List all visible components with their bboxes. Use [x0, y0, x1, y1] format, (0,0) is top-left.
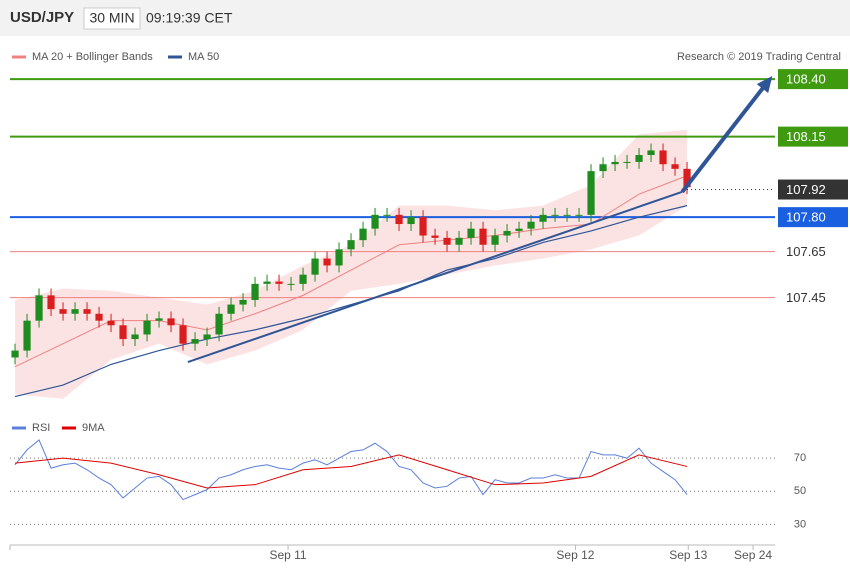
- candle-body: [347, 240, 355, 250]
- candle-body: [203, 334, 211, 340]
- candle-body: [335, 249, 343, 266]
- candle-body: [107, 320, 115, 326]
- candle-body: [23, 320, 31, 351]
- candle-body: [155, 318, 163, 321]
- candle-body: [239, 299, 247, 305]
- candle-body: [263, 281, 271, 284]
- candle-body: [167, 318, 175, 326]
- candle-body: [431, 235, 439, 238]
- candle-body: [527, 221, 535, 229]
- candle-body: [443, 237, 451, 245]
- candle-body: [59, 309, 67, 314]
- x-tick-label: Sep 11: [269, 548, 306, 562]
- candle-body: [395, 214, 403, 225]
- candle-body: [599, 164, 607, 172]
- trendline: [187, 190, 683, 364]
- candle-body: [11, 350, 19, 358]
- level-label: 107.92: [786, 182, 826, 197]
- candle-body: [611, 161, 619, 165]
- candle-body: [503, 230, 511, 236]
- candle-body: [287, 283, 295, 285]
- candle-body: [359, 228, 367, 241]
- interval-box: [83, 7, 141, 30]
- candle-body: [131, 334, 139, 340]
- candle-body: [467, 228, 475, 238]
- legend-label: MA 20 + Bollinger Bands: [32, 51, 153, 63]
- level-box: [778, 126, 848, 147]
- candle-body: [191, 339, 199, 344]
- candle-body: [659, 150, 667, 165]
- level-label: 107.65: [786, 244, 826, 259]
- symbol: USD/JPY: [10, 9, 74, 26]
- header-bar: [0, 0, 850, 36]
- forecast-arrow: [680, 77, 772, 194]
- legend-label: 9MA: [82, 422, 105, 434]
- level-box: [778, 179, 848, 200]
- candle-body: [95, 313, 103, 321]
- level-label: 107.80: [786, 210, 826, 225]
- level-box: [778, 69, 848, 90]
- candle-body: [275, 281, 283, 284]
- source: Research © 2019 Trading Central: [677, 51, 841, 63]
- candle-body: [179, 325, 187, 344]
- interval: 30 MIN: [89, 10, 134, 26]
- legend-label: MA 50: [188, 51, 219, 63]
- candle-body: [575, 214, 583, 216]
- candle-body: [383, 214, 391, 216]
- candle-body: [251, 283, 259, 300]
- candle-body: [83, 309, 91, 314]
- candle-body: [539, 214, 547, 222]
- candle-body: [419, 217, 427, 236]
- candle-body: [371, 214, 379, 229]
- bollinger-band: [15, 129, 688, 399]
- x-tick-label: Sep 13: [669, 548, 707, 562]
- arrow-head: [756, 75, 773, 94]
- ma50-line: [14, 205, 688, 398]
- y-tick-label: 30: [794, 518, 806, 530]
- candle-body: [299, 274, 307, 284]
- candle-body: [227, 304, 235, 314]
- candle-body: [479, 228, 487, 245]
- candle-body: [587, 171, 595, 215]
- candle-body: [647, 150, 655, 156]
- candle-body: [47, 295, 55, 310]
- candle-body: [683, 168, 691, 188]
- x-tick-label: Sep 12: [556, 548, 594, 562]
- time: 09:19:39 CET: [146, 10, 233, 26]
- level-box: [778, 207, 848, 228]
- x-tick-label: Sep 24: [734, 548, 772, 562]
- level-label: 107.45: [786, 290, 826, 305]
- candle-body: [71, 309, 79, 314]
- candle-body: [119, 325, 127, 340]
- rsi-ma-line: [14, 454, 688, 489]
- candle-body: [455, 237, 463, 245]
- rsi-line: [14, 439, 688, 501]
- candle-body: [215, 313, 223, 335]
- candle-body: [491, 235, 499, 245]
- level-label: 108.15: [786, 129, 826, 144]
- candle-body: [143, 320, 151, 335]
- candle-body: [311, 258, 319, 275]
- candle-body: [407, 217, 415, 225]
- y-tick-label: 50: [794, 485, 806, 497]
- candle-body: [551, 214, 559, 216]
- candle-body: [671, 164, 679, 169]
- legend-label: RSI: [32, 422, 50, 434]
- candle-body: [563, 214, 571, 216]
- candle-body: [35, 295, 43, 321]
- candle-body: [323, 258, 331, 266]
- candle-body: [515, 228, 523, 231]
- ma20-line: [14, 175, 688, 368]
- candle-body: [635, 155, 643, 162]
- y-tick-label: 70: [794, 452, 806, 464]
- level-label: 108.40: [786, 72, 826, 87]
- candle-body: [623, 161, 631, 163]
